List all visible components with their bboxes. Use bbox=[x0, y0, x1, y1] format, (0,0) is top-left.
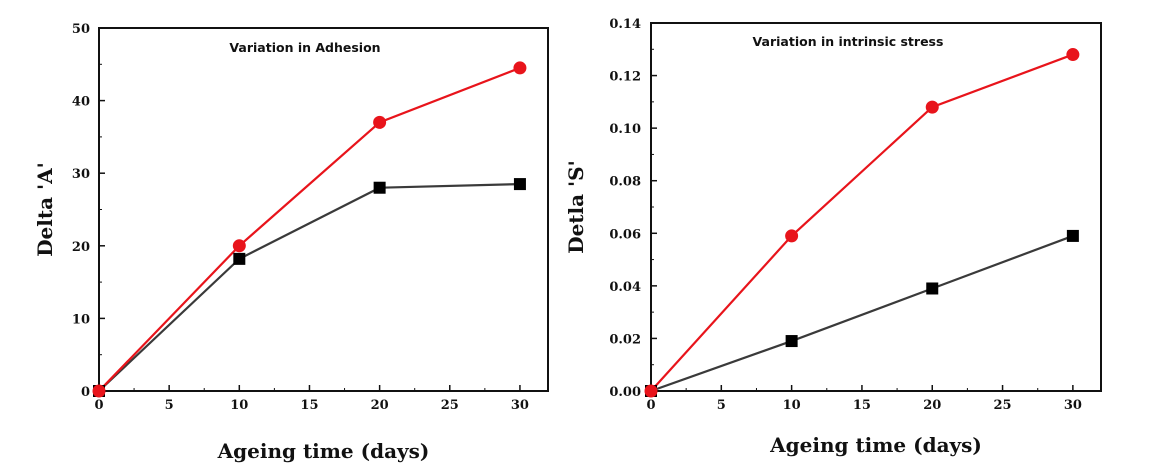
red-circle-point bbox=[785, 229, 799, 243]
plot-frame bbox=[650, 22, 1102, 392]
y-axis-title: Delta 'A' bbox=[33, 162, 57, 257]
red-circle-point bbox=[513, 61, 527, 75]
x-tick-label: 10 bbox=[783, 398, 801, 413]
x-tick-label: 5 bbox=[717, 398, 726, 413]
y-tick-label: 0.02 bbox=[609, 332, 641, 347]
x-tick-label: 10 bbox=[230, 398, 248, 413]
x-tick-label: 0 bbox=[94, 398, 103, 413]
x-tick-label: 15 bbox=[853, 398, 871, 413]
y-tick-label: 0.14 bbox=[609, 17, 641, 32]
y-tick-label: 0.10 bbox=[609, 122, 641, 137]
x-tick-label: 0 bbox=[646, 398, 655, 413]
black-square-point bbox=[926, 282, 939, 295]
red-circle-point bbox=[1066, 48, 1080, 62]
y-tick-label: 0.00 bbox=[609, 385, 641, 400]
black-square-point bbox=[1066, 229, 1079, 242]
x-tick-label: 20 bbox=[923, 398, 941, 413]
y-tick-label: 50 bbox=[72, 22, 90, 37]
x-tick-label: 30 bbox=[1064, 398, 1082, 413]
x-tick-label: 5 bbox=[165, 398, 174, 413]
x-axis-title: Ageing time (days) bbox=[769, 433, 982, 457]
chart-title: Variation in Adhesion bbox=[229, 40, 380, 55]
y-tick-label: 10 bbox=[72, 312, 90, 327]
y-tick-label: 0 bbox=[81, 385, 90, 400]
x-tick-label: 30 bbox=[511, 398, 529, 413]
red-circle-point bbox=[373, 115, 387, 129]
x-tick-label: 20 bbox=[371, 398, 389, 413]
black-square-point bbox=[513, 178, 526, 191]
red-series-line bbox=[650, 53, 1074, 392]
y-tick-label: 0.04 bbox=[609, 280, 641, 295]
black-square-point bbox=[785, 335, 798, 348]
chart-title: Variation in intrinsic stress bbox=[753, 34, 944, 49]
red-circle-point bbox=[925, 100, 939, 114]
black-series-line bbox=[650, 234, 1074, 393]
x-axis-title: Ageing time (days) bbox=[217, 439, 430, 463]
black-series-line bbox=[98, 182, 520, 392]
y-tick-label: 0.06 bbox=[609, 227, 641, 242]
x-tick-label: 15 bbox=[300, 398, 318, 413]
adhesion-chart: 0 5 10 15 20 25 30 0 10 20 30 40 50 Variation in Adhe… bbox=[33, 22, 549, 463]
red-circle-point bbox=[644, 384, 658, 398]
y-tick-label: 30 bbox=[72, 167, 90, 182]
y-tick-label: 0.08 bbox=[609, 175, 641, 190]
x-tick-label: 25 bbox=[994, 398, 1012, 413]
x-tick-label: 25 bbox=[441, 398, 459, 413]
red-circle-point bbox=[232, 239, 246, 253]
red-series-line bbox=[98, 66, 521, 392]
y-axis-title: Detla 'S' bbox=[564, 160, 588, 254]
black-square-point bbox=[373, 181, 386, 194]
y-tick-label: 40 bbox=[72, 95, 90, 110]
intrinsic-stress-chart: 0 5 10 15 20 25 30 0.00 0.02 0.04 0.06 0.08 0.10 0.12… bbox=[564, 17, 1102, 457]
y-tick-label: 20 bbox=[72, 240, 90, 255]
red-circle-point bbox=[92, 384, 106, 398]
black-square-point bbox=[233, 252, 246, 265]
y-tick-label: 0.12 bbox=[609, 70, 641, 85]
